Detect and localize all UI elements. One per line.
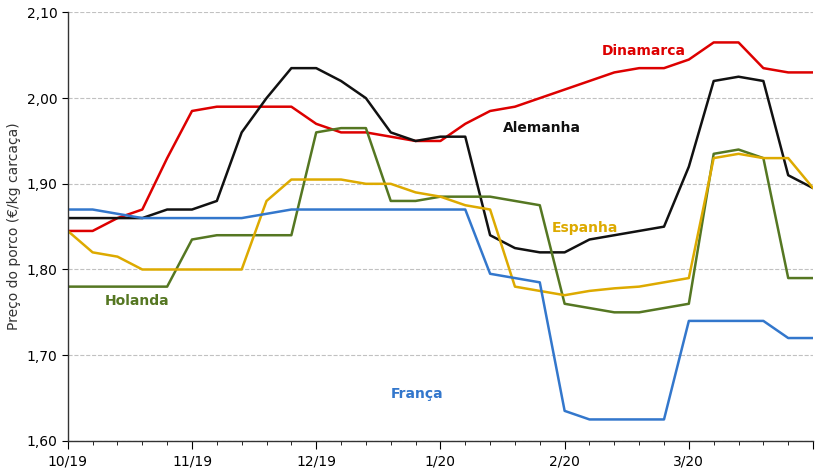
Text: Holanda: Holanda bbox=[105, 294, 170, 308]
Y-axis label: Preço do porco (€/kg carcaça): Preço do porco (€/kg carcaça) bbox=[7, 123, 21, 331]
Text: Espanha: Espanha bbox=[551, 221, 618, 236]
Text: Alemanha: Alemanha bbox=[502, 121, 580, 135]
Text: França: França bbox=[391, 387, 443, 401]
Text: Dinamarca: Dinamarca bbox=[601, 44, 685, 58]
